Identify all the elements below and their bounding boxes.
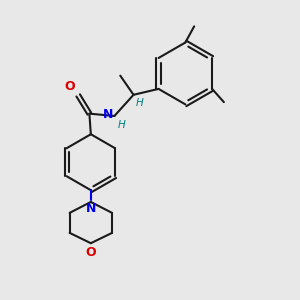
- Text: N: N: [103, 108, 113, 121]
- Text: H: H: [136, 98, 143, 108]
- Text: N: N: [85, 202, 96, 215]
- Text: H: H: [118, 120, 126, 130]
- Text: O: O: [64, 80, 75, 93]
- Text: O: O: [85, 245, 96, 259]
